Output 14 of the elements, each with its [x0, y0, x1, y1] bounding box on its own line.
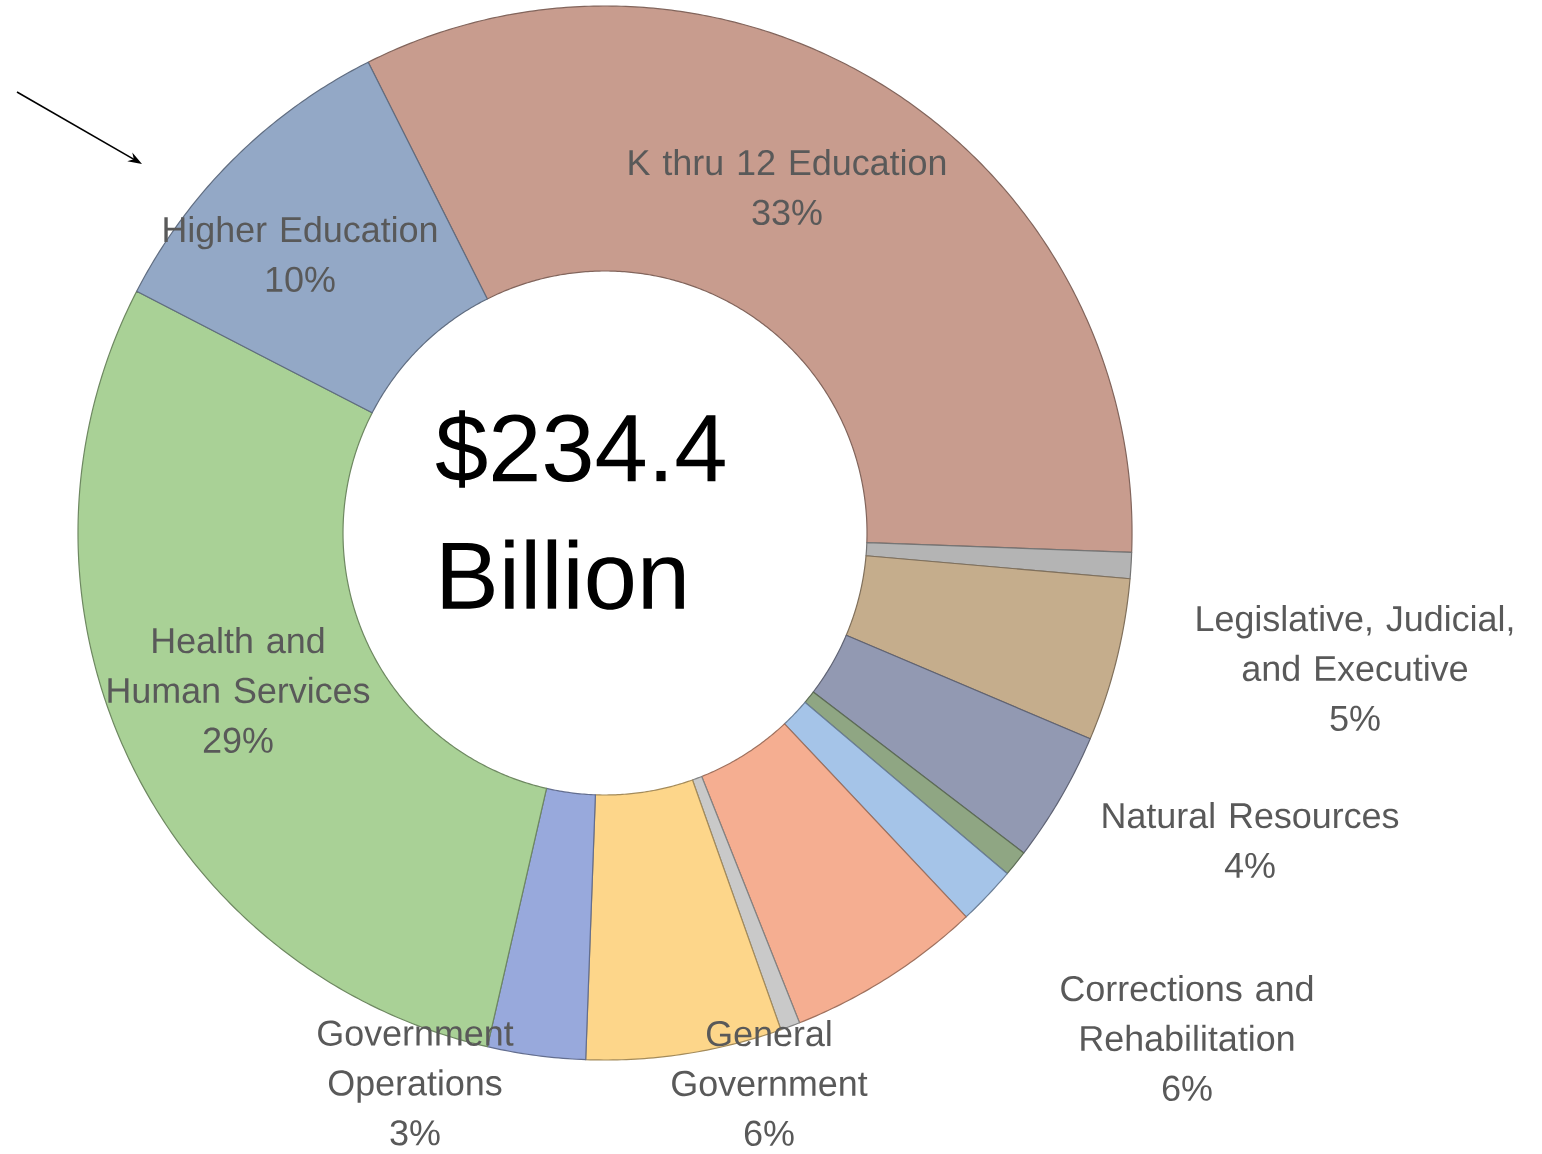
data-label: 4% [1224, 852, 1275, 878]
slice-label: Health and Human Services [108, 627, 370, 704]
data-label: 6% [744, 1120, 794, 1146]
data-label: 6% [1162, 1075, 1212, 1101]
data-label: 29% [203, 727, 273, 753]
text: $234.4 Billion [436, 410, 725, 610]
slice-label: Corrections and Rehabilitation [1061, 975, 1313, 1052]
data-label: 10% [266, 266, 335, 293]
data-label: 5% [1330, 705, 1380, 731]
slice-label: K thru 12 Education [629, 148, 946, 176]
slice-label: Natural Resources [1103, 802, 1399, 829]
data-label: 33% [752, 199, 822, 226]
slice-label: Legislative, Judicial, and Executive [1197, 605, 1513, 682]
data-label: 3% [390, 1120, 440, 1146]
